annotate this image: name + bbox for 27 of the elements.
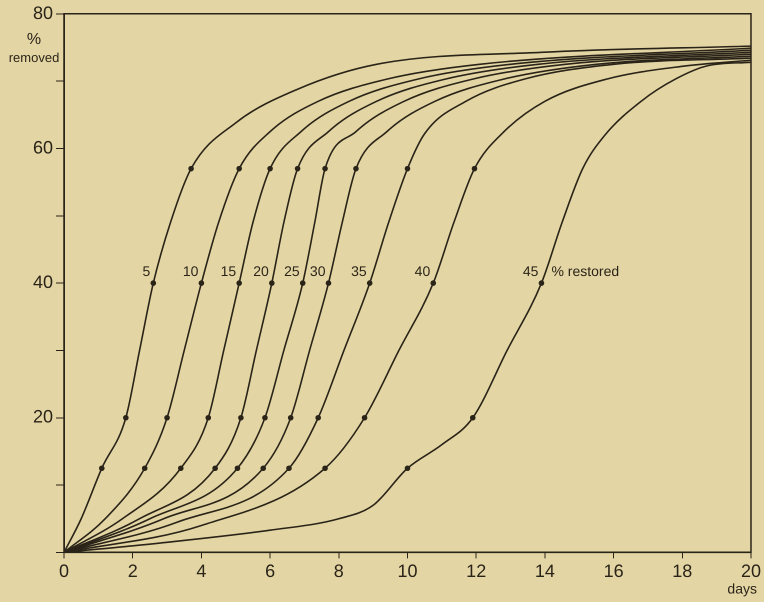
- x-tick-label: 20: [740, 561, 762, 582]
- x-tick-label: 12: [466, 561, 486, 582]
- x-tick-label: 8: [334, 561, 344, 582]
- x-tick-label: 2: [128, 561, 138, 582]
- series-label: 15: [220, 262, 236, 279]
- x-tick-label: 10: [397, 561, 418, 582]
- x-tick-label: 6: [265, 561, 276, 582]
- x-tick-label: 0: [58, 561, 70, 582]
- y-axis-title: % removed: [8, 31, 60, 65]
- x-tick-label: 14: [534, 561, 555, 582]
- annotation: % restored: [551, 262, 620, 279]
- x-tick-label: 4: [196, 561, 206, 582]
- x-tick-label: 18: [672, 561, 692, 582]
- series-label: 25: [284, 262, 300, 279]
- y-tick-label: 20: [32, 406, 53, 427]
- series-label: 35: [351, 262, 367, 279]
- y-tick-label: 80: [32, 2, 53, 23]
- series-label: 10: [182, 262, 199, 279]
- y-tick-label: 60: [32, 137, 53, 158]
- series-label: 40: [414, 262, 430, 279]
- series-label: 30: [310, 262, 326, 279]
- x-tick-label: 16: [604, 561, 624, 582]
- x-axis-title: days: [727, 580, 757, 596]
- series-label: 45: [522, 262, 539, 279]
- series-label: 20: [253, 262, 270, 279]
- y-tick-label: 40: [32, 272, 53, 292]
- series-label: 5: [142, 262, 151, 279]
